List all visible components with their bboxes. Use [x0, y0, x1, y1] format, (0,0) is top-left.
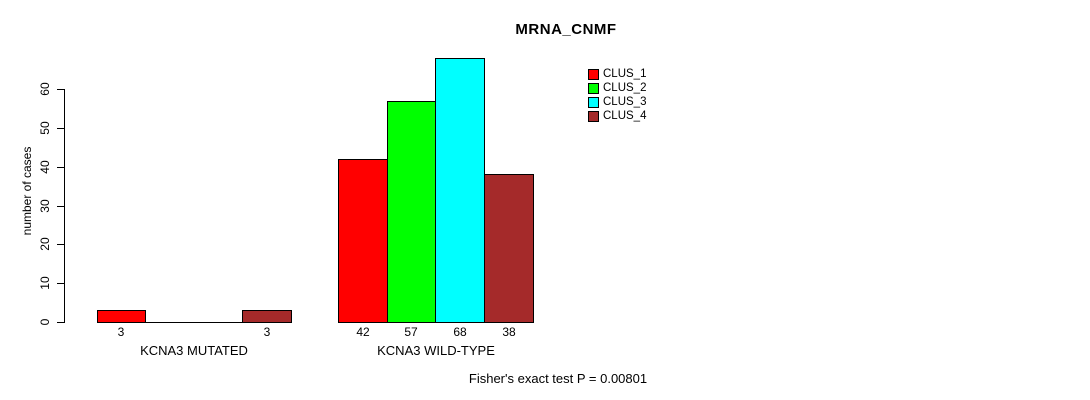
fisher-test-note: Fisher's exact test P = 0.00801	[468, 371, 648, 386]
legend-label: CLUS_1	[603, 67, 647, 80]
y-tick-label: 10	[38, 276, 52, 290]
y-tick-label: 60	[38, 82, 52, 96]
bar-value-label: 42	[356, 325, 370, 339]
legend-label: CLUS_2	[603, 81, 647, 94]
legend-label: CLUS_4	[603, 109, 647, 122]
group-label-kcna3-mutated: KCNA3 MUTATED	[140, 343, 248, 358]
y-tick-mark	[57, 206, 64, 207]
legend-swatch-clus_1	[588, 68, 599, 80]
chart-title: MRNA_CNMF	[515, 21, 617, 38]
y-tick-label: 40	[38, 160, 52, 174]
bar-value-label: 3	[117, 325, 125, 339]
bar-value-label: 68	[453, 325, 467, 339]
y-tick-mark	[57, 128, 64, 129]
legend-item-clus_2: CLUS_2	[588, 81, 646, 95]
y-tick-label: 30	[38, 199, 52, 213]
legend-item-clus_1: CLUS_1	[588, 67, 646, 81]
bar-clus_4	[484, 174, 534, 323]
y-tick-label: 50	[38, 121, 52, 135]
y-tick-label: 20	[38, 237, 52, 251]
y-axis-line	[64, 89, 65, 323]
bar-value-label: 57	[404, 325, 418, 339]
legend-label: CLUS_3	[603, 95, 647, 108]
bar-clus_2	[387, 101, 436, 323]
bar-value-label: 3	[263, 325, 271, 339]
group-baseline	[97, 322, 292, 323]
legend-item-clus_4: CLUS_4	[588, 109, 646, 123]
y-tick-mark	[57, 167, 64, 168]
y-tick-mark	[57, 244, 64, 245]
bar-clus_3	[435, 58, 485, 323]
y-tick-mark	[57, 89, 64, 90]
y-tick-label: 0	[38, 318, 52, 326]
legend-swatch-clus_3	[588, 96, 599, 108]
group-label-kcna3-wild-type: KCNA3 WILD-TYPE	[377, 343, 495, 358]
y-tick-mark	[57, 322, 64, 323]
y-tick-mark	[57, 283, 64, 284]
legend-item-clus_3: CLUS_3	[588, 95, 646, 109]
bar-clus_4	[242, 310, 292, 323]
bar-value-label: 38	[502, 325, 516, 339]
legend-swatch-clus_2	[588, 82, 599, 94]
bar-clus_1	[338, 159, 388, 323]
bar-clus_1	[97, 310, 146, 323]
legend-swatch-clus_4	[588, 110, 599, 122]
